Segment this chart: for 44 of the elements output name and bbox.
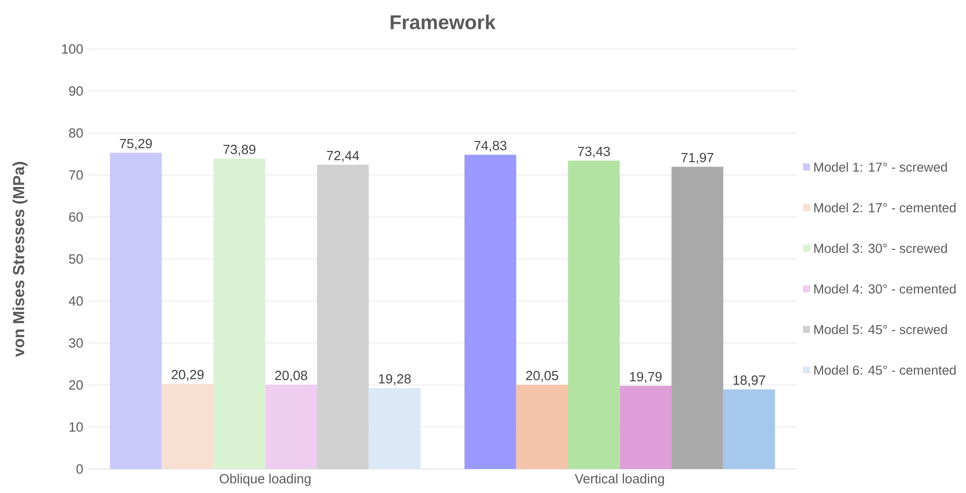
bar (620, 386, 672, 469)
data-label: 74,83 (474, 140, 506, 152)
y-tick-label: 100 (62, 44, 83, 54)
y-tick-label: 30 (69, 338, 83, 348)
bar (162, 384, 214, 469)
legend-label: Model 2: 17° - cemented (814, 202, 956, 212)
y-tick-label: 90 (69, 86, 83, 96)
bar (213, 158, 266, 469)
y-tick-label: 40 (68, 296, 83, 306)
legend-label: Model 4: 30° - cemented (814, 284, 956, 294)
y-tick-label: 20 (69, 380, 83, 390)
data-label: 71,97 (681, 152, 714, 164)
y-tick-label: 0 (76, 464, 83, 474)
bar (265, 384, 318, 469)
bar (672, 166, 724, 469)
bar (464, 154, 516, 469)
y-tick-label: 10 (70, 422, 83, 432)
data-label: 72,44 (326, 150, 360, 162)
bar (568, 160, 620, 469)
data-label: 20,29 (172, 370, 204, 381)
legend-label: Model 5: 45° - screwed (814, 324, 947, 334)
bar (110, 152, 162, 469)
data-label: 18,97 (734, 375, 766, 386)
data-label: 19,79 (630, 372, 662, 383)
y-tick-label: 70 (69, 170, 83, 180)
bar (516, 384, 568, 469)
x-tick-label: Vertical loading (574, 474, 664, 486)
bar (723, 389, 776, 469)
y-tick-label: 60 (69, 212, 83, 222)
data-label: 20,08 (275, 370, 308, 382)
x-tick-label: Oblique loading (220, 474, 311, 486)
legend-label: Model 6: 45° - cemented (814, 365, 956, 375)
data-label: 20,05 (526, 370, 558, 382)
chart-title: Framework (390, 14, 496, 30)
data-label: 73,43 (578, 146, 610, 158)
y-tick-label: 80 (69, 128, 83, 138)
legend-label: Model 3: 30° - screwed (814, 243, 947, 253)
data-label: 75,29 (120, 138, 152, 150)
data-label: 19,28 (379, 374, 411, 386)
legend-label: Model 1: 17° - screwed (814, 162, 947, 172)
y-tick-label: 50 (69, 254, 83, 264)
bar (368, 388, 421, 469)
y-axis-title: von Mises Stresses (MPa) (12, 162, 28, 357)
data-label: 73,89 (223, 144, 256, 156)
